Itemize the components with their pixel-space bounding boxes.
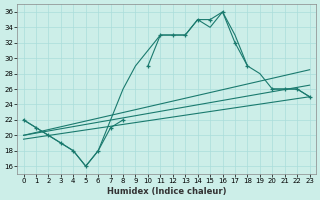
X-axis label: Humidex (Indice chaleur): Humidex (Indice chaleur)	[107, 187, 226, 196]
